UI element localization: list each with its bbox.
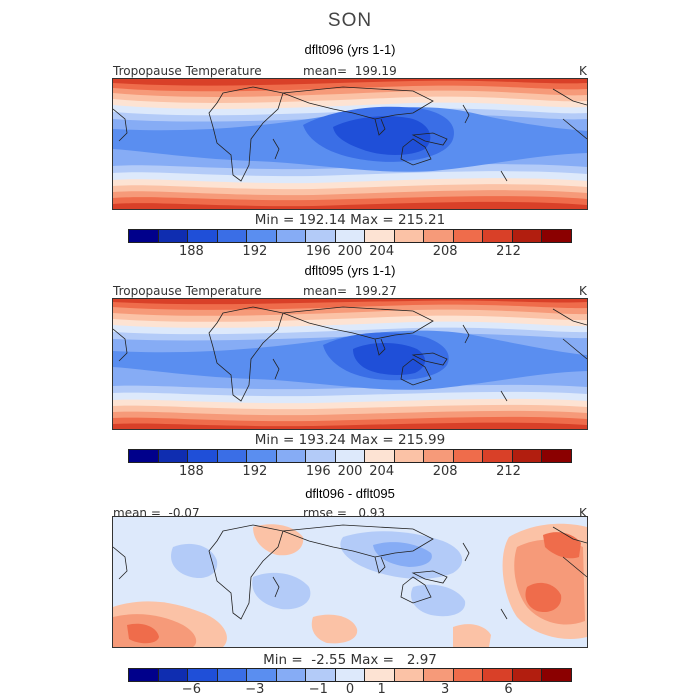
panel-3-colorbar bbox=[128, 668, 572, 682]
panel-2-colorbar bbox=[128, 449, 572, 463]
figure-season-title: SON bbox=[327, 10, 373, 31]
panel-3-tick: 6 bbox=[504, 682, 513, 697]
colorbar-swatch bbox=[394, 450, 425, 462]
colorbar-swatch bbox=[365, 450, 395, 462]
colorbar-swatch bbox=[188, 450, 218, 462]
colorbar-swatch bbox=[424, 230, 454, 242]
colorbar-swatch bbox=[306, 669, 336, 681]
colorbar-swatch bbox=[483, 669, 513, 681]
panel-2-title: dflt095 (yrs 1-1) bbox=[304, 263, 396, 278]
panel-1-map bbox=[112, 78, 588, 210]
panel-2-tick: 196 bbox=[305, 464, 331, 479]
colorbar-swatch bbox=[276, 669, 307, 681]
colorbar-swatch bbox=[453, 450, 484, 462]
panel-2-units-label: K bbox=[579, 284, 587, 298]
colorbar-swatch bbox=[365, 230, 395, 242]
panel-1-min-max: Min = 192.14 Max = 215.21 bbox=[254, 212, 446, 228]
colorbar-swatch bbox=[158, 669, 189, 681]
colorbar-swatch bbox=[306, 230, 336, 242]
panel-3-tick: −6 bbox=[181, 682, 201, 697]
colorbar-swatch bbox=[483, 230, 513, 242]
colorbar-swatch bbox=[453, 230, 484, 242]
panel-2-tick: 208 bbox=[432, 464, 458, 479]
colorbar-swatch bbox=[129, 450, 159, 462]
colorbar-swatch bbox=[158, 450, 189, 462]
panel-1-variable-label: Tropopause Temperature bbox=[113, 64, 262, 78]
colorbar-swatch bbox=[335, 230, 366, 242]
colorbar-swatch bbox=[276, 230, 307, 242]
panel-1-tick: 196 bbox=[305, 244, 331, 259]
colorbar-swatch bbox=[483, 450, 513, 462]
colorbar-swatch bbox=[217, 230, 248, 242]
colorbar-swatch bbox=[129, 230, 159, 242]
panel-3-tick: −1 bbox=[308, 682, 328, 697]
colorbar-swatch bbox=[217, 450, 248, 462]
panel-1-units-label: K bbox=[579, 64, 587, 78]
colorbar-swatch bbox=[247, 669, 277, 681]
panel-1-tick: 192 bbox=[242, 244, 268, 259]
colorbar-swatch bbox=[542, 450, 571, 462]
panel-1-mean-label: mean= 199.19 bbox=[303, 64, 397, 78]
colorbar-swatch bbox=[188, 669, 218, 681]
panel-2-variable-label: Tropopause Temperature bbox=[113, 284, 262, 298]
panel-2-tick: 192 bbox=[242, 464, 268, 479]
panel-3-title: dflt096 - dflt095 bbox=[305, 486, 395, 501]
panel-1-tick: 212 bbox=[496, 244, 521, 259]
panel-2-tick: 188 bbox=[178, 464, 204, 479]
colorbar-swatch bbox=[158, 230, 189, 242]
panel-1-colorbar bbox=[128, 229, 572, 243]
colorbar-swatch bbox=[247, 230, 277, 242]
colorbar-swatch bbox=[542, 230, 571, 242]
panel-1-title: dflt096 (yrs 1-1) bbox=[304, 42, 396, 57]
panel-3-tick: 1 bbox=[377, 682, 386, 697]
panel-3-min-max: Min = -2.55 Max = 2.97 bbox=[263, 652, 437, 668]
panel-1-colorbar-ticks: 188 192 196 200 204 208 212 bbox=[128, 244, 572, 260]
colorbar-swatch bbox=[453, 669, 484, 681]
panel-2-tick: 204 bbox=[369, 464, 395, 479]
panel-2-tick: 212 bbox=[496, 464, 521, 479]
colorbar-swatch bbox=[512, 450, 543, 462]
panel-3-tick: 3 bbox=[441, 682, 450, 697]
panel-3-colorbar-ticks: −6 −3 −1 0 1 3 6 bbox=[128, 682, 572, 698]
panel-2-mean-label: mean= 199.27 bbox=[303, 284, 397, 298]
panel-3-units-label: K bbox=[579, 506, 587, 520]
panel-1-tick: 200 bbox=[337, 244, 363, 259]
panel-2-tick: 200 bbox=[337, 464, 363, 479]
panel-2-colorbar-ticks: 188 192 196 200 204 208 212 bbox=[128, 464, 572, 480]
panel-3-tick: 0 bbox=[345, 682, 355, 697]
panel-1-tick: 188 bbox=[178, 244, 204, 259]
colorbar-swatch bbox=[424, 450, 454, 462]
colorbar-swatch bbox=[188, 230, 218, 242]
colorbar-swatch bbox=[306, 450, 336, 462]
colorbar-swatch bbox=[542, 669, 571, 681]
colorbar-swatch bbox=[276, 450, 307, 462]
panel-2-min-max: Min = 193.24 Max = 215.99 bbox=[254, 432, 446, 448]
colorbar-swatch bbox=[335, 450, 366, 462]
panel-1-tick: 208 bbox=[432, 244, 458, 259]
colorbar-swatch bbox=[512, 669, 543, 681]
colorbar-swatch bbox=[394, 669, 425, 681]
panel-2-map bbox=[112, 298, 588, 430]
colorbar-swatch bbox=[247, 450, 277, 462]
colorbar-swatch bbox=[335, 669, 366, 681]
colorbar-swatch bbox=[394, 230, 425, 242]
colorbar-swatch bbox=[217, 669, 248, 681]
panel-3-tick: −3 bbox=[245, 682, 265, 697]
colorbar-swatch bbox=[129, 669, 159, 681]
colorbar-swatch bbox=[365, 669, 395, 681]
panel-3-map bbox=[112, 516, 588, 648]
colorbar-swatch bbox=[512, 230, 543, 242]
panel-1-tick: 204 bbox=[369, 244, 395, 259]
colorbar-swatch bbox=[424, 669, 454, 681]
